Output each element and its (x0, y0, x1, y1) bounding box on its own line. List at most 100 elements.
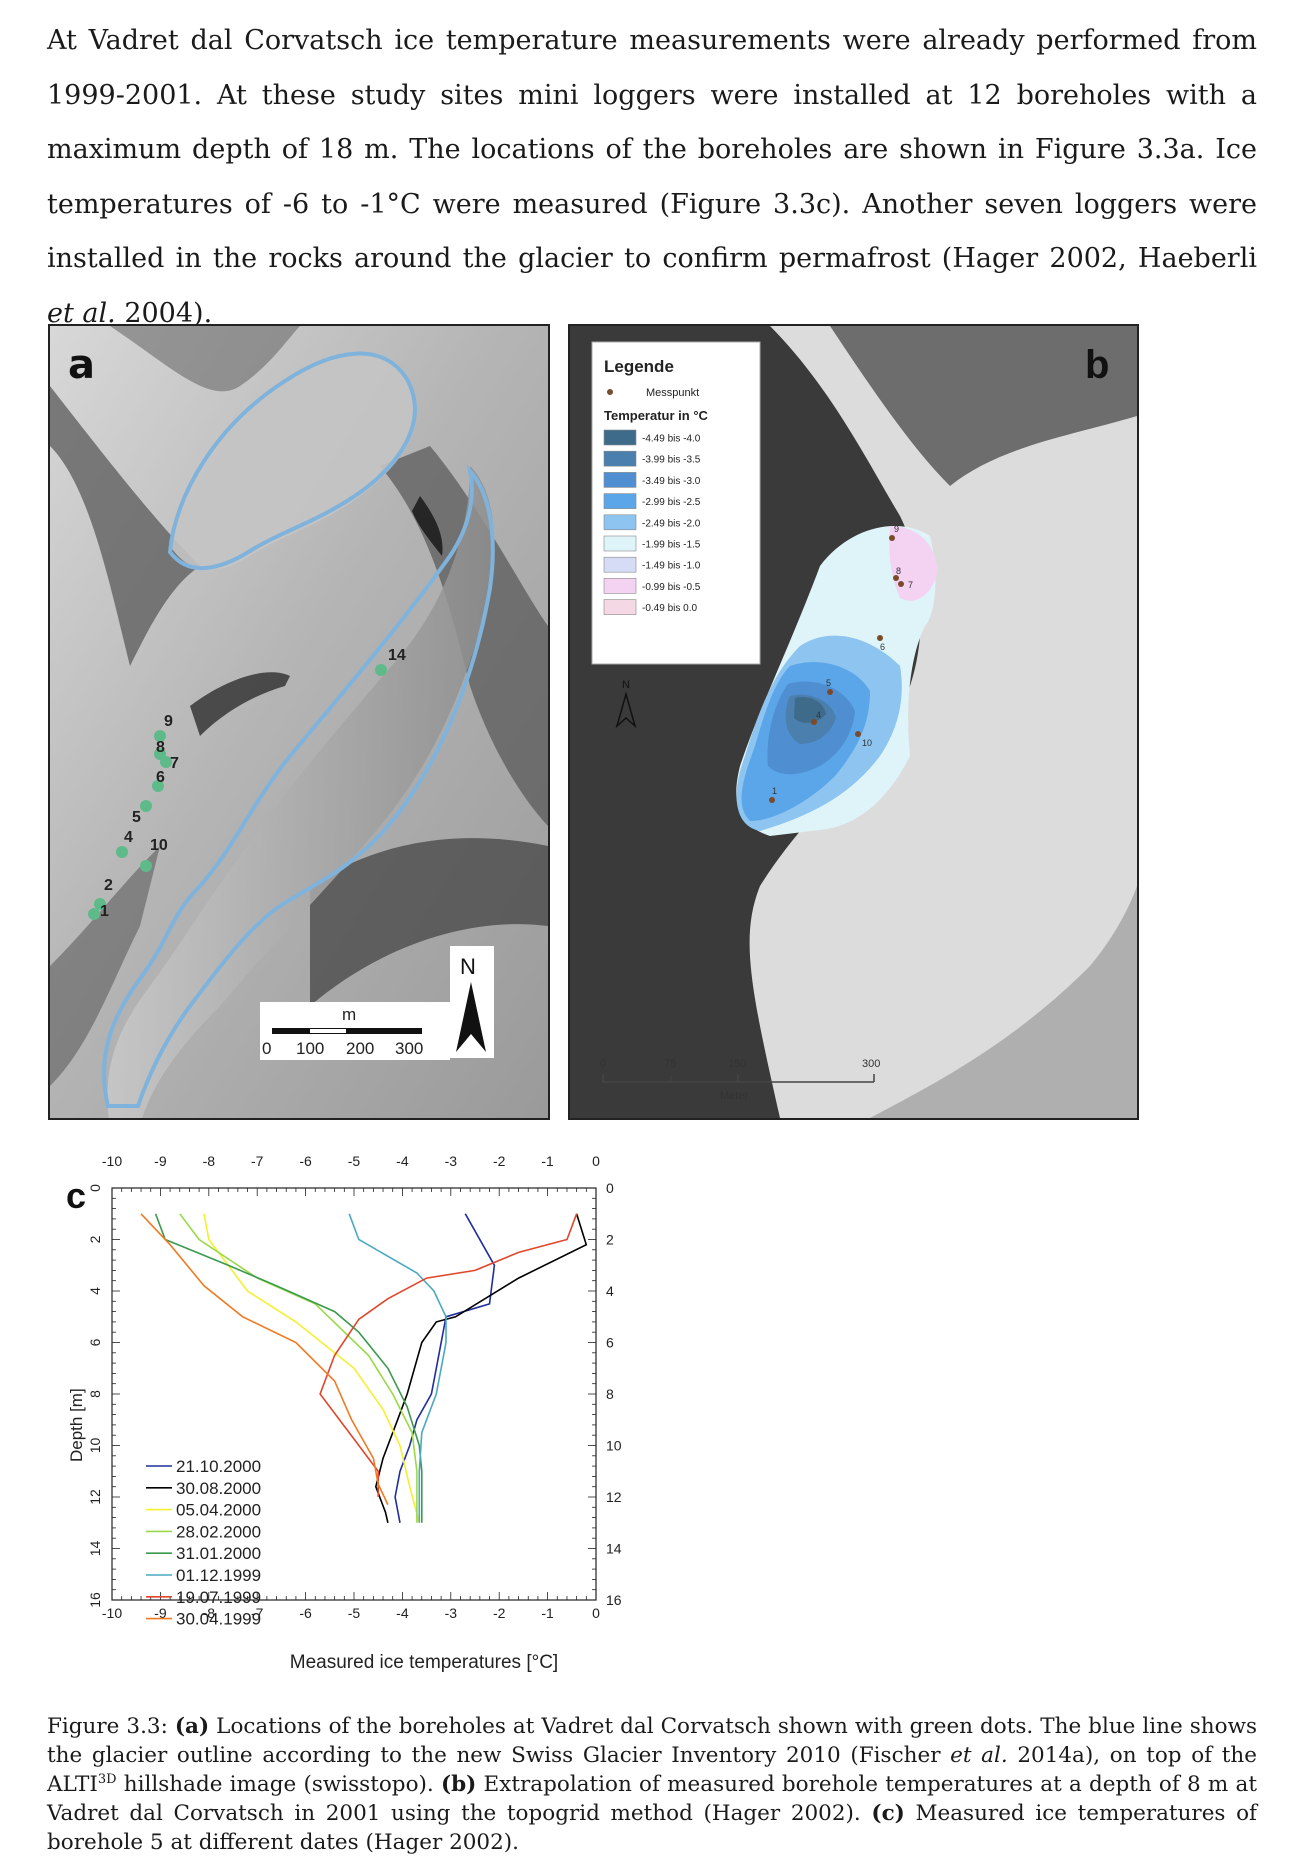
legend-label-31.01.2000: 31.01.2000 (176, 1544, 261, 1563)
borehole-8-label: 8 (156, 739, 165, 756)
x-tick-label-top: -6 (299, 1153, 312, 1169)
legend-class-label-4: -2.49 bis -2.0 (642, 518, 701, 529)
point-9-dot (889, 535, 895, 541)
x-tick-label-bottom: -9 (154, 1605, 167, 1621)
legend-label-21.10.2000: 21.10.2000 (176, 1457, 261, 1476)
point-6-label: 6 (880, 642, 885, 652)
north-label: N (460, 954, 476, 979)
temperature-profile-chart: c Depth [m] Measured ice temperatures [°… (66, 1153, 622, 1673)
caption-b-label: (b) (440, 1772, 477, 1797)
legend-swatch-8 (603, 599, 637, 615)
borehole-5-label: 5 (132, 809, 141, 826)
point-4-label: 4 (816, 710, 821, 720)
borehole-7-dot (160, 756, 172, 768)
legend-class-label-5: -1.99 bis -1.5 (642, 540, 701, 551)
legend-label-28.02.2000: 28.02.2000 (176, 1522, 261, 1541)
y-tick-label-left: 8 (87, 1390, 103, 1398)
point-1-label: 1 (772, 786, 777, 796)
point-9-label: 9 (894, 524, 899, 534)
glacier-outline-upper (167, 351, 417, 570)
y-tick-label-left: 2 (87, 1235, 103, 1243)
point-5-dot (827, 689, 833, 695)
borehole-1-dot (88, 908, 100, 920)
legend-classes: -4.49 bis -4.0 -3.99 bis -3.5 -3.49 bis -3… (603, 429, 701, 615)
point-10-label: 10 (862, 738, 872, 748)
chart-axes: -10-10-9-9-8-8-7-7-6-6-5-5-4-4-3-3-2-2-1… (87, 1153, 622, 1621)
legend-north-arrow-icon (615, 691, 637, 729)
legend-temp-title: Temperatur in °C (604, 408, 709, 423)
x-tick-label-bottom: -4 (396, 1605, 409, 1621)
x-tick-label-top: -10 (102, 1153, 122, 1169)
borehole-10-label: 10 (150, 837, 168, 854)
x-tick-label-bottom: -6 (299, 1605, 312, 1621)
x-tick-label-top: -7 (251, 1153, 264, 1169)
panel-letter-b: b (1085, 343, 1109, 387)
borehole-9-dot (154, 730, 166, 742)
borehole-6-label: 6 (156, 769, 165, 786)
legend-class-label-7: -0.99 bis -0.5 (642, 582, 701, 593)
borehole-6-dot (152, 780, 164, 792)
y-tick-label-left: 14 (87, 1541, 103, 1557)
legend-title: Legende (604, 357, 674, 376)
chart-legend: 21.10.2000 30.08.2000 05.04.2000 28.02.2000… (146, 1457, 261, 1629)
glacier-outline-main (101, 464, 495, 1108)
y-tick-label-right: 14 (606, 1541, 622, 1557)
caption-a-text-3: hillshade image (swisstopo). (116, 1772, 441, 1797)
x-tick-label-bottom: 0 (592, 1605, 600, 1621)
scale-bar-dark (272, 1028, 422, 1034)
map-b-scale-tick-150: 150 (728, 1058, 746, 1070)
legend-swatch-2 (603, 472, 637, 488)
x-tick-label-bottom: -2 (493, 1605, 506, 1621)
glacier-surface (107, 466, 494, 1118)
legend-class-label-8: -0.49 bis 0.0 (642, 603, 697, 614)
borehole-markers: 14 9 8 7 6 5 4 10 2 1 (88, 647, 406, 920)
paragraph-text-2: 2004). (115, 297, 213, 329)
x-tick-label-top: -3 (445, 1153, 458, 1169)
caption-a-text-1: Locations of the boreholes at Vadret dal… (47, 1714, 1257, 1768)
legend-label-30.04.1999: 30.04.1999 (176, 1610, 261, 1629)
x-tick-label-top: -5 (348, 1153, 361, 1169)
ridge-shadow-bottom-left (50, 846, 160, 1086)
series-line-31.01.2000 (154, 1213, 423, 1523)
y-axis-title: Depth [m] (67, 1388, 86, 1462)
legend-north-label: N (622, 679, 630, 691)
legend-label-05.04.2000: 05.04.2000 (176, 1501, 261, 1520)
series-line-30.04.1999 (140, 1213, 389, 1506)
point-4-dot (811, 719, 817, 725)
scale-tick-200: 200 (346, 1039, 374, 1058)
figure-caption: Figure 3.3: (a) Locations of the borehol… (47, 1712, 1257, 1857)
borehole-2-dot (94, 898, 106, 910)
borehole-1-label: 1 (100, 903, 109, 920)
ridge-shadow-lower (310, 838, 548, 1006)
paragraph-text-1: At Vadret dal Corvatsch ice temperature … (47, 25, 1257, 274)
legend-point-icon (607, 389, 613, 395)
legend-point-label: Messpunkt (646, 387, 699, 399)
x-tick-label-bottom: -7 (251, 1605, 264, 1621)
y-tick-label-right: 2 (606, 1232, 614, 1248)
borehole-4-dot (116, 846, 128, 858)
figure-a-hillshade-map: 14 9 8 7 6 5 4 10 2 1 m 0 100 200 300 (48, 324, 550, 1120)
caption-c-text: Measured ice temperatures of borehole 5 … (47, 1801, 1257, 1855)
ridge-shadow-top (110, 326, 300, 392)
caption-a-text-2: 2014a), on top of the ALTI (47, 1743, 1257, 1797)
upper-glacier-surface (170, 354, 417, 570)
series-line-28.02.2000 (179, 1213, 418, 1523)
temperature-map-svg: 9 8 7 6 5 4 10 1 Legende Messpunkt Tempe… (570, 326, 1137, 1118)
y-tick-label-right: 6 (606, 1335, 614, 1351)
legend-swatch-3 (603, 493, 637, 509)
map-b-scale-unit: Meter (720, 1090, 748, 1102)
point-6-dot (877, 635, 883, 641)
measurement-points: 9 8 7 6 5 4 10 1 (769, 524, 913, 803)
ridge-shadow-left (50, 386, 200, 666)
x-tick-label-top: -1 (541, 1153, 554, 1169)
series-line-05.04.2000 (203, 1213, 421, 1524)
y-tick-label-left: 10 (87, 1438, 103, 1454)
y-tick-label-left: 16 (87, 1592, 103, 1608)
panel-letter-c: c (66, 1175, 86, 1216)
y-tick-label-right: 12 (606, 1489, 622, 1505)
point-7-label: 7 (908, 580, 913, 590)
legend-swatch-0 (603, 429, 637, 446)
borehole-10-dot (140, 860, 152, 872)
series-line-19.07.1999 (319, 1213, 578, 1497)
rock-area-bottom-right (870, 886, 1137, 1118)
